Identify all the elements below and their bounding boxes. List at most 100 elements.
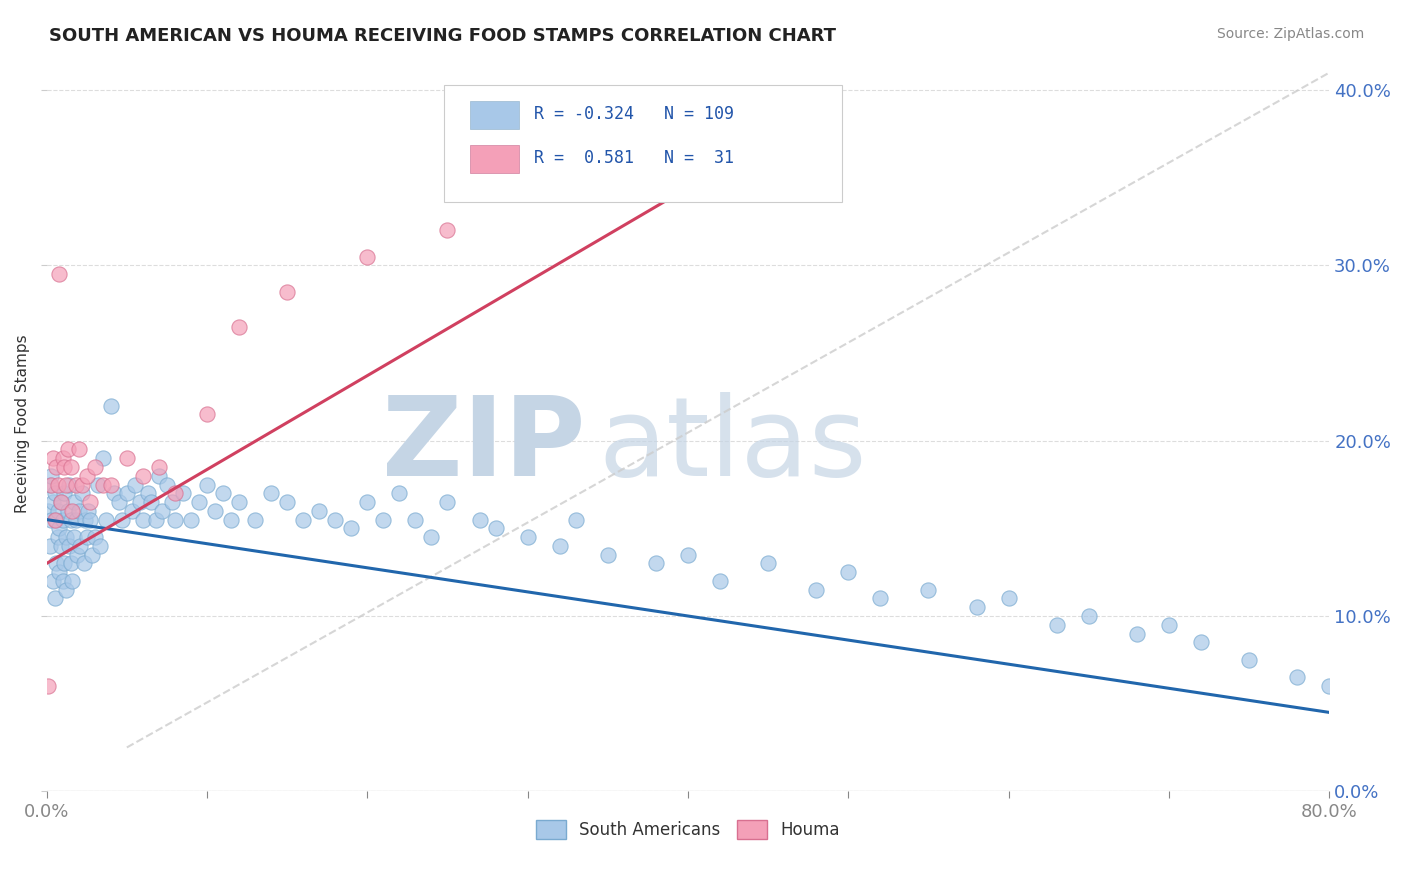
Point — [373, 513, 395, 527]
Point — [42, 495, 65, 509]
Point — [436, 495, 458, 509]
Point — [52, 513, 75, 527]
Point — [163, 486, 186, 500]
Text: R = -0.324   N = 109: R = -0.324 N = 109 — [534, 105, 734, 123]
Point — [436, 223, 458, 237]
Text: ZIP: ZIP — [382, 392, 585, 499]
Point — [172, 486, 194, 500]
Point — [76, 468, 98, 483]
Point — [60, 574, 83, 588]
Point — [195, 477, 218, 491]
Point — [124, 477, 146, 491]
Point — [38, 477, 60, 491]
Point — [645, 557, 668, 571]
Point — [46, 530, 69, 544]
Point — [219, 513, 242, 527]
Point — [53, 486, 76, 500]
Point — [516, 530, 538, 544]
Point — [66, 548, 89, 562]
Point — [89, 539, 111, 553]
Point — [45, 513, 67, 527]
Point — [103, 486, 125, 500]
Point — [148, 468, 170, 483]
Point — [163, 513, 186, 527]
Point — [69, 539, 91, 553]
Point — [676, 548, 699, 562]
Point — [41, 468, 63, 483]
Point — [180, 513, 202, 527]
Point — [41, 477, 63, 491]
Point — [56, 504, 79, 518]
Point — [806, 582, 828, 597]
Point — [292, 513, 315, 527]
Point — [139, 495, 162, 509]
Point — [100, 399, 122, 413]
Point — [548, 539, 571, 553]
Point — [145, 513, 167, 527]
Point — [340, 521, 363, 535]
Point — [59, 513, 82, 527]
Point — [55, 530, 77, 544]
Point — [79, 495, 101, 509]
Point — [869, 591, 891, 606]
Point — [45, 460, 67, 475]
Point — [56, 442, 79, 457]
Point — [917, 582, 939, 597]
Point — [44, 591, 66, 606]
Point — [111, 513, 134, 527]
Point — [356, 250, 378, 264]
Point — [58, 477, 80, 491]
Point — [49, 495, 72, 509]
Point — [323, 513, 346, 527]
Point — [148, 460, 170, 475]
Text: Source: ZipAtlas.com: Source: ZipAtlas.com — [1216, 27, 1364, 41]
Point — [1317, 679, 1340, 693]
Point — [63, 530, 86, 544]
Point — [46, 477, 69, 491]
Text: SOUTH AMERICAN VS HOUMA RECEIVING FOOD STAMPS CORRELATION CHART: SOUTH AMERICAN VS HOUMA RECEIVING FOOD S… — [49, 27, 837, 45]
Point — [1189, 635, 1212, 649]
Point — [41, 513, 63, 527]
Point — [564, 513, 586, 527]
Point — [484, 521, 506, 535]
Point — [48, 521, 70, 535]
Point — [53, 557, 76, 571]
Text: R =  0.581   N =  31: R = 0.581 N = 31 — [534, 149, 734, 167]
Point — [837, 565, 859, 579]
Point — [37, 679, 59, 693]
Point — [1077, 609, 1099, 624]
Point — [156, 477, 179, 491]
Point — [87, 477, 110, 491]
Point — [997, 591, 1019, 606]
Point — [709, 574, 731, 588]
Point — [388, 486, 411, 500]
Point — [72, 557, 94, 571]
Point — [1126, 626, 1149, 640]
Point — [228, 495, 250, 509]
Point — [115, 486, 138, 500]
Point — [212, 486, 235, 500]
Point — [37, 504, 59, 518]
Point — [308, 504, 330, 518]
Point — [195, 408, 218, 422]
Point — [48, 267, 70, 281]
Point — [55, 582, 77, 597]
Point — [243, 513, 266, 527]
Point — [60, 504, 83, 518]
Point — [44, 486, 66, 500]
Y-axis label: Receiving Food Stamps: Receiving Food Stamps — [15, 334, 30, 513]
Point — [136, 486, 159, 500]
Point — [52, 574, 75, 588]
Point — [128, 495, 150, 509]
Point — [1286, 670, 1309, 684]
Point — [404, 513, 426, 527]
Point — [108, 495, 131, 509]
Point — [132, 513, 155, 527]
Point — [276, 285, 298, 299]
Point — [468, 513, 491, 527]
Point — [38, 539, 60, 553]
Point — [188, 495, 211, 509]
Point — [228, 319, 250, 334]
Point — [100, 477, 122, 491]
Point — [83, 460, 105, 475]
